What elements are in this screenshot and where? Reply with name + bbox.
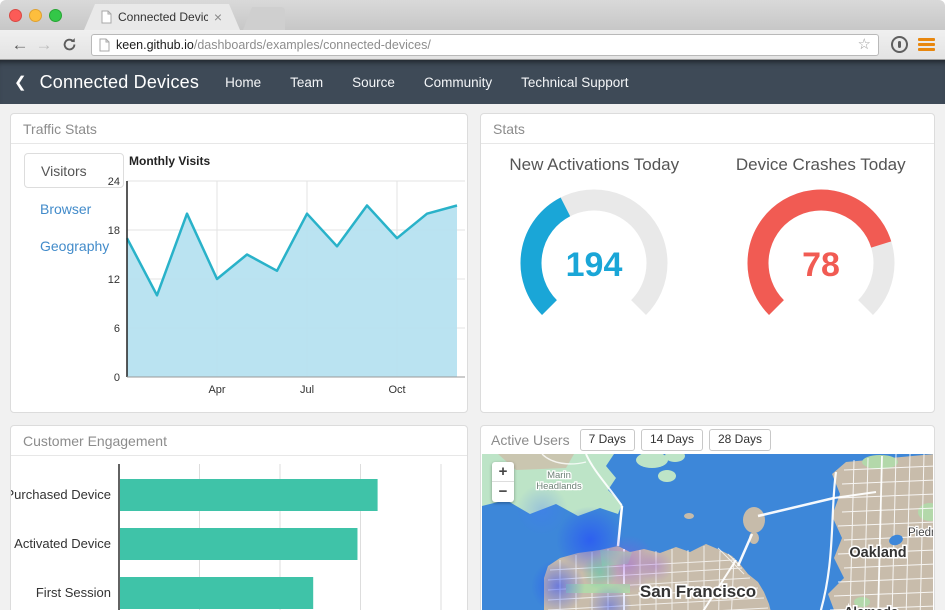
panel-title: Customer Engagement bbox=[11, 426, 467, 456]
chrome-menu-icon[interactable] bbox=[918, 38, 935, 51]
url-text: keen.github.io/dashboards/examples/conne… bbox=[116, 38, 852, 52]
reload-icon[interactable] bbox=[62, 37, 77, 52]
traffic-stats-panel: Traffic Stats Visitors Browser Geography… bbox=[10, 113, 468, 413]
nav-links: Home Team Source Community Technical Sup… bbox=[225, 75, 628, 90]
active-users-map[interactable]: Marin Headlands San Francisco Oakland Pi… bbox=[482, 454, 933, 610]
svg-text:0: 0 bbox=[114, 372, 120, 384]
svg-text:Jul: Jul bbox=[300, 384, 314, 396]
forward-icon[interactable]: → bbox=[35, 34, 53, 54]
activations-gauge: New Activations Today 194 bbox=[481, 144, 708, 333]
gauge-value: 78 bbox=[802, 246, 840, 284]
svg-text:Activated Device: Activated Device bbox=[14, 536, 111, 551]
map-base bbox=[482, 454, 933, 610]
engagement-bar-chart: Purchased Device Activated Device First Se… bbox=[11, 464, 442, 610]
back-chevron-icon[interactable]: ❮ bbox=[14, 74, 27, 91]
stats-panel: Stats New Activations Today 194 Device C… bbox=[480, 113, 935, 413]
monthly-visits-chart: 0 6 12 18 24 Apr Jul Oct bbox=[108, 176, 465, 396]
traffic-tabs: Visitors Browser Geography bbox=[24, 153, 124, 264]
panel-title: Active Users bbox=[491, 432, 570, 448]
url-host: keen.github.io bbox=[116, 37, 194, 52]
chart-title: Monthly Visits bbox=[129, 154, 211, 168]
tab-close-icon[interactable]: × bbox=[213, 9, 222, 25]
svg-text:18: 18 bbox=[108, 225, 120, 237]
brand-title[interactable]: Connected Devices bbox=[39, 71, 200, 92]
map-zoom-control: + − bbox=[492, 462, 514, 502]
address-bar[interactable]: keen.github.io/dashboards/examples/conne… bbox=[91, 33, 879, 56]
page-icon bbox=[99, 38, 110, 51]
panel-title: Traffic Stats bbox=[11, 114, 467, 144]
crashes-gauge: Device Crashes Today 78 bbox=[708, 144, 935, 333]
zoom-window-button[interactable] bbox=[49, 9, 62, 22]
tab-visitors[interactable]: Visitors bbox=[24, 153, 124, 188]
gauges: New Activations Today 194 Device Crashes… bbox=[481, 144, 934, 333]
gauge-value: 194 bbox=[566, 246, 623, 284]
new-tab-button[interactable] bbox=[243, 7, 285, 30]
svg-text:Oct: Oct bbox=[388, 384, 405, 396]
active-users-header: Active Users 7 Days 14 Days 28 Days bbox=[481, 426, 934, 454]
svg-text:Apr: Apr bbox=[208, 384, 225, 396]
gauge-title: New Activations Today bbox=[509, 155, 680, 174]
customer-engagement-panel: Customer Engagement Purchased Device Acti… bbox=[10, 425, 468, 610]
tab-geography[interactable]: Geography bbox=[40, 237, 110, 254]
page-favicon-icon bbox=[101, 10, 112, 24]
zoom-in-button[interactable]: + bbox=[492, 462, 514, 482]
panel-title: Stats bbox=[481, 114, 934, 144]
active-users-panel: Active Users 7 Days 14 Days 28 Days bbox=[480, 425, 935, 610]
url-path: /dashboards/examples/connected-devices/ bbox=[193, 37, 431, 52]
svg-text:12: 12 bbox=[108, 274, 120, 286]
browser-toolbar: ← → keen.github.io/dashboards/examples/c… bbox=[0, 30, 945, 60]
browser-tab[interactable]: Connected Devices × bbox=[84, 4, 240, 30]
svg-text:6: 6 bbox=[114, 323, 120, 335]
nav-item-technical-support[interactable]: Technical Support bbox=[521, 74, 629, 90]
range-button-7-days[interactable]: 7 Days bbox=[579, 429, 635, 451]
gauge-fill bbox=[520, 197, 571, 315]
nav-item-community[interactable]: Community bbox=[423, 74, 493, 90]
dashboard-content: Traffic Stats Visitors Browser Geography… bbox=[0, 104, 945, 610]
range-button-28-days[interactable]: 28 Days bbox=[708, 429, 771, 451]
tab-browser[interactable]: Browser bbox=[40, 200, 92, 217]
nav-item-source[interactable]: Source bbox=[352, 74, 395, 90]
gauge-title: Device Crashes Today bbox=[735, 155, 906, 174]
svg-text:Purchased Device: Purchased Device bbox=[11, 487, 111, 502]
back-icon[interactable]: ← bbox=[11, 34, 29, 54]
svg-text:24: 24 bbox=[108, 176, 120, 188]
range-button-14-days[interactable]: 14 Days bbox=[640, 429, 703, 451]
svg-text:First Session: First Session bbox=[36, 585, 111, 600]
bookmark-star-icon[interactable]: ☆ bbox=[857, 36, 871, 53]
tab-title: Connected Devices bbox=[118, 10, 208, 24]
site-navbar: ❮ Connected Devices Home Team Source Com… bbox=[0, 60, 945, 104]
close-window-button[interactable] bbox=[9, 9, 22, 22]
gauge-fill bbox=[747, 189, 891, 315]
extension-icon[interactable] bbox=[891, 36, 908, 53]
zoom-out-button[interactable]: − bbox=[498, 483, 508, 500]
minimize-window-button[interactable] bbox=[29, 9, 42, 22]
nav-item-home[interactable]: Home bbox=[225, 74, 262, 90]
nav-item-team[interactable]: Team bbox=[290, 74, 324, 90]
tab-strip: Connected Devices × bbox=[0, 0, 945, 30]
